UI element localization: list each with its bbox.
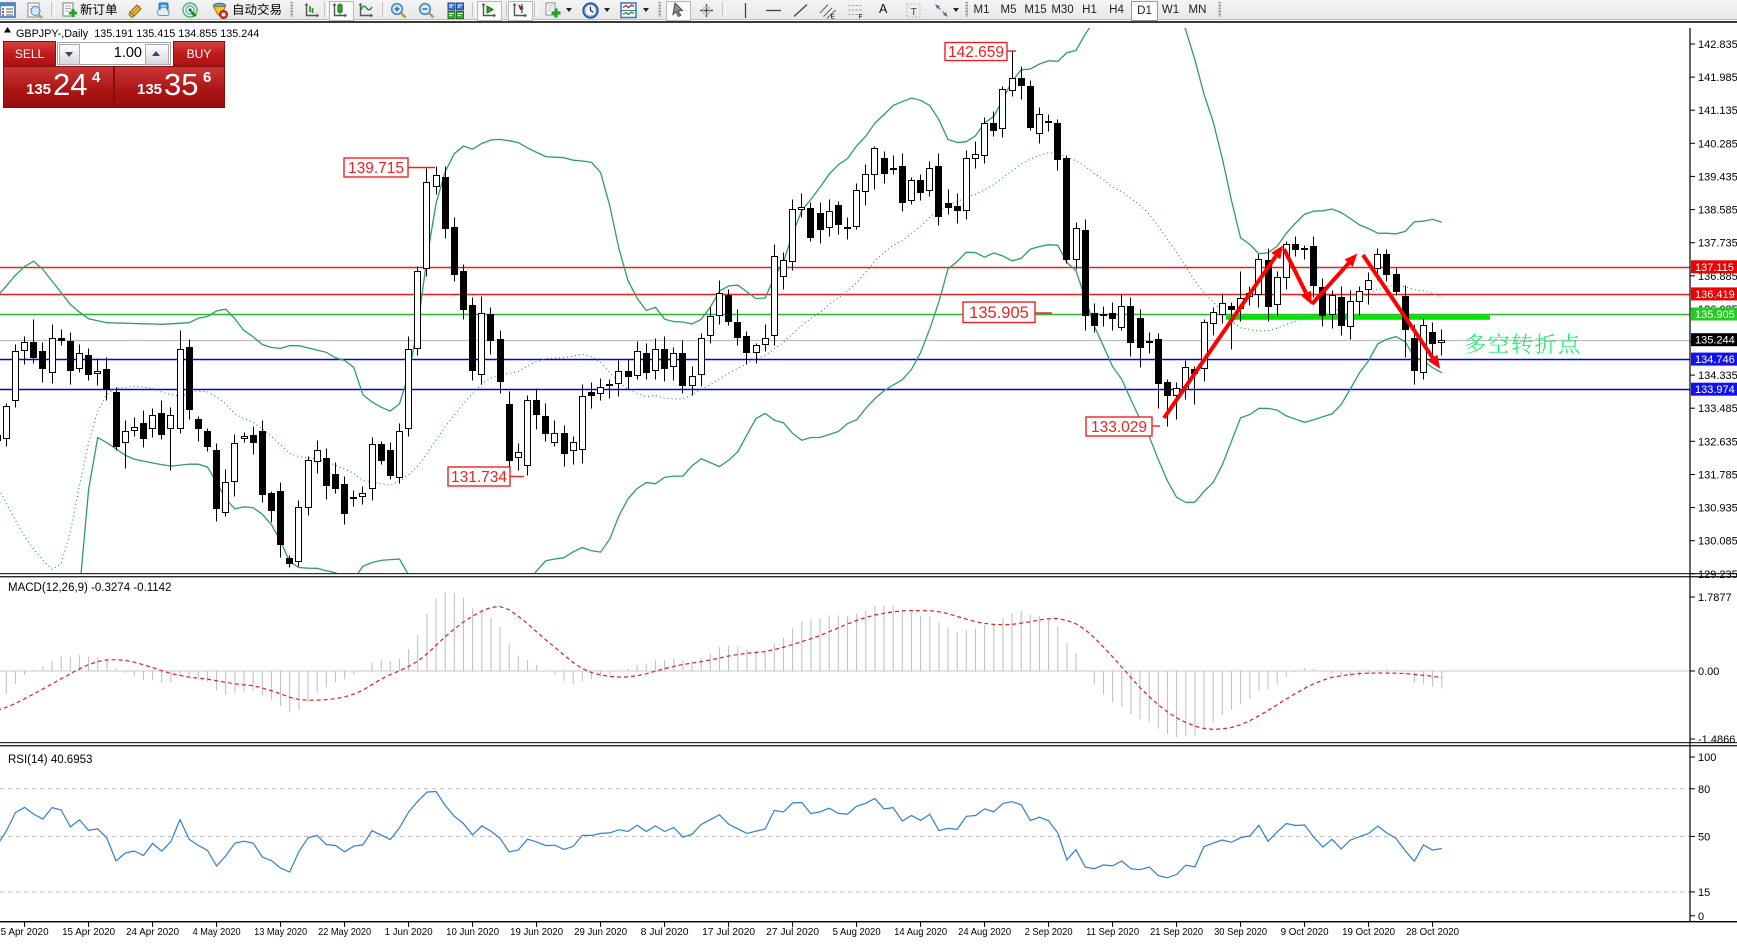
svg-text:-1.4866: -1.4866	[1698, 734, 1735, 746]
svg-text:129.235: 129.235	[1698, 569, 1737, 581]
svg-text:15 Apr 2020: 15 Apr 2020	[62, 926, 115, 938]
svg-text:142.659: 142.659	[948, 44, 1004, 61]
svg-text:GBPJPY-,Daily 135.191 135.415: GBPJPY-,Daily 135.191 135.415 134.855 13…	[16, 28, 259, 40]
svg-text:135.244: 135.244	[1695, 335, 1735, 347]
svg-text:137.735: 137.735	[1698, 238, 1737, 250]
svg-text:13 May 2020: 13 May 2020	[254, 926, 307, 938]
svg-text:17 Jul 2020: 17 Jul 2020	[702, 926, 755, 938]
svg-text:MACD(12,26,9) -0.3274 -0.1142: MACD(12,26,9) -0.3274 -0.1142	[8, 582, 171, 594]
svg-text:T: T	[911, 6, 918, 18]
svg-text:F: F	[859, 14, 863, 20]
svg-text:29 Jun 2020: 29 Jun 2020	[574, 926, 627, 938]
svg-text:139.435: 139.435	[1698, 171, 1737, 183]
svg-text:133.974: 133.974	[1695, 384, 1735, 396]
svg-text:21 Sep 2020: 21 Sep 2020	[1150, 926, 1203, 938]
svg-text:E: E	[831, 14, 836, 20]
svg-text:RSI(14) 40.6953: RSI(14) 40.6953	[8, 754, 92, 766]
svg-text:19 Oct 2020: 19 Oct 2020	[1342, 926, 1395, 938]
svg-text:100: 100	[1698, 752, 1716, 764]
svg-text:80: 80	[1698, 784, 1710, 796]
svg-text:139.715: 139.715	[348, 160, 404, 177]
svg-text:14 Aug 2020: 14 Aug 2020	[894, 926, 947, 938]
svg-text:130.935: 130.935	[1698, 503, 1737, 515]
svg-text:9 Oct 2020: 9 Oct 2020	[1281, 926, 1329, 938]
svg-text:138.585: 138.585	[1698, 205, 1737, 217]
svg-text:10 Jun 2020: 10 Jun 2020	[446, 926, 499, 938]
svg-text:136.885: 136.885	[1698, 271, 1737, 283]
svg-text:135.905: 135.905	[1695, 309, 1735, 321]
svg-text:4 May 2020: 4 May 2020	[193, 926, 241, 938]
svg-text:137.115: 137.115	[1695, 262, 1734, 274]
svg-text:0.00: 0.00	[1698, 666, 1719, 678]
svg-text:141.985: 141.985	[1698, 72, 1737, 84]
svg-text:134.746: 134.746	[1695, 354, 1735, 366]
svg-text:131.734: 131.734	[451, 469, 507, 486]
svg-text:8 Jul 2020: 8 Jul 2020	[641, 926, 689, 938]
svg-text:134.335: 134.335	[1698, 370, 1737, 382]
svg-text:142.835: 142.835	[1698, 39, 1737, 51]
svg-text:131.785: 131.785	[1698, 470, 1737, 482]
svg-text:1.7877: 1.7877	[1698, 592, 1732, 604]
svg-text:140.285: 140.285	[1698, 138, 1737, 150]
svg-text:24 Aug 2020: 24 Aug 2020	[958, 926, 1011, 938]
svg-text:19 Jun 2020: 19 Jun 2020	[510, 926, 563, 938]
svg-text:50: 50	[1698, 831, 1710, 843]
svg-text:135.905: 135.905	[969, 304, 1029, 322]
svg-text:141.135: 141.135	[1698, 105, 1737, 117]
svg-text:2 Sep 2020: 2 Sep 2020	[1025, 926, 1073, 938]
svg-text:22 May 2020: 22 May 2020	[318, 926, 371, 938]
svg-text:5 Aug 2020: 5 Aug 2020	[833, 926, 881, 938]
svg-text:1 Jun 2020: 1 Jun 2020	[385, 926, 433, 938]
svg-text:136.419: 136.419	[1695, 289, 1735, 301]
svg-text:130.085: 130.085	[1698, 536, 1737, 548]
svg-text:132.635: 132.635	[1698, 436, 1737, 448]
svg-text:30 Sep 2020: 30 Sep 2020	[1214, 926, 1267, 938]
svg-text:11 Sep 2020: 11 Sep 2020	[1086, 926, 1139, 938]
svg-text:5 Apr 2020: 5 Apr 2020	[1, 926, 49, 938]
svg-text:15: 15	[1698, 887, 1710, 899]
svg-text:133.485: 133.485	[1698, 403, 1737, 415]
svg-text:0: 0	[1698, 911, 1704, 923]
svg-text:27 Jul 2020: 27 Jul 2020	[766, 926, 819, 938]
svg-text:28 Oct 2020: 28 Oct 2020	[1406, 926, 1459, 938]
svg-text:24 Apr 2020: 24 Apr 2020	[126, 926, 179, 938]
svg-text:133.029: 133.029	[1091, 419, 1147, 436]
